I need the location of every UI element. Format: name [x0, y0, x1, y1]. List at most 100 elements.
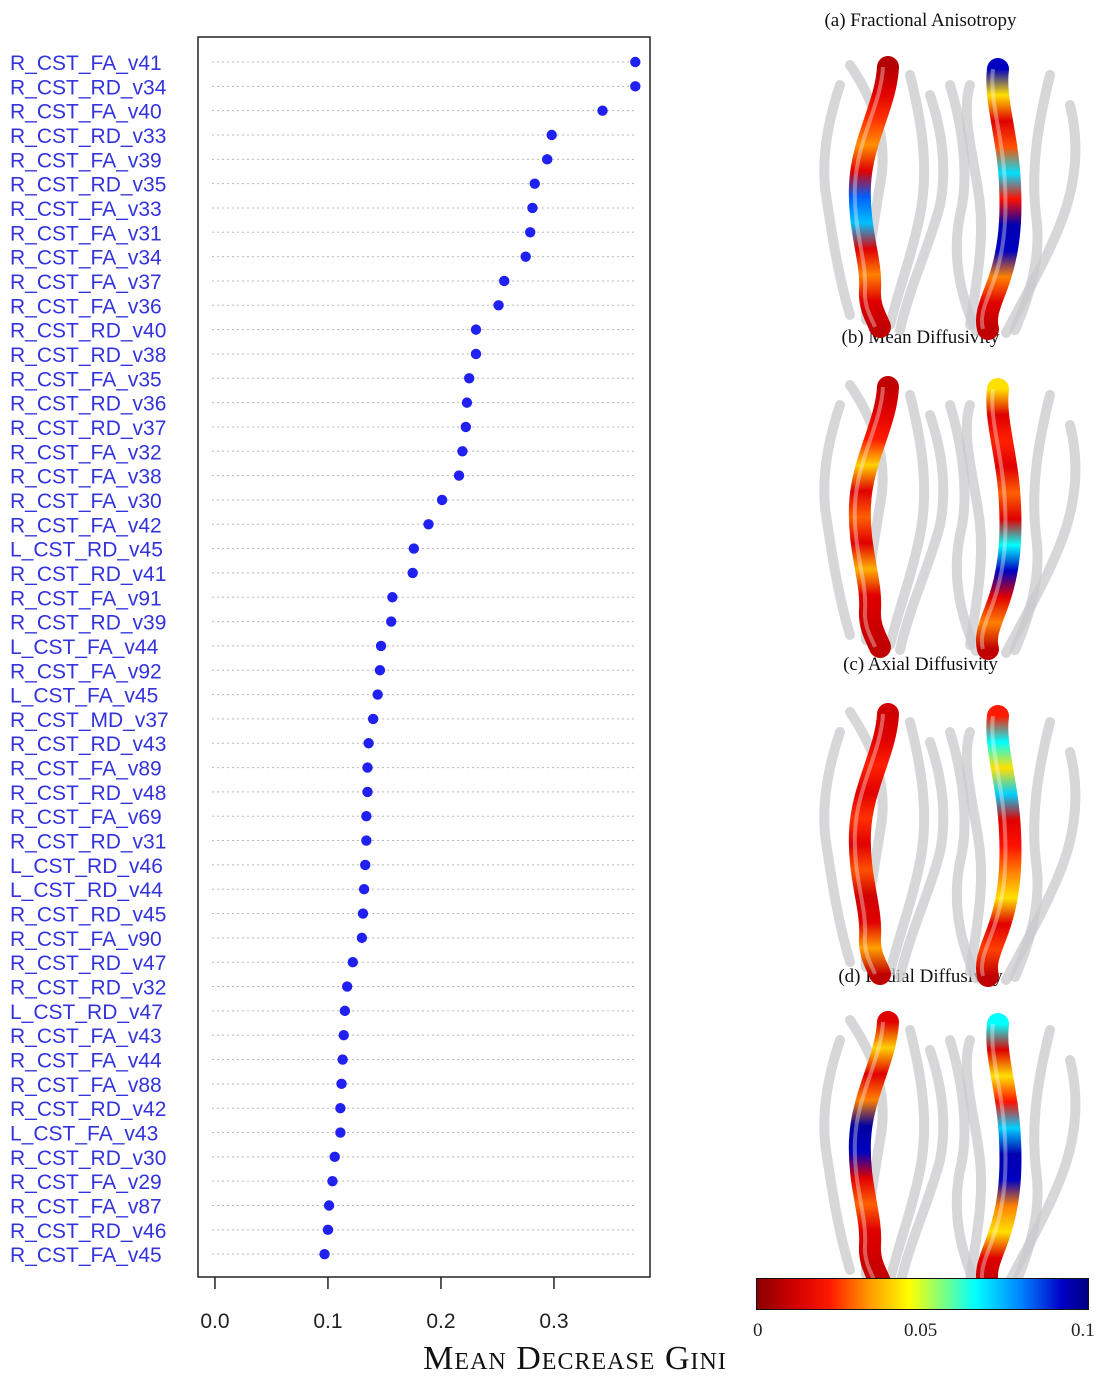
data-point — [630, 81, 641, 92]
data-point — [386, 616, 397, 627]
data-point — [470, 348, 482, 360]
data-point — [367, 713, 379, 725]
data-point — [546, 129, 557, 141]
category-label: R_CST_RD_v38 — [10, 344, 166, 367]
background-fiber — [1001, 420, 1081, 658]
data-point — [436, 494, 448, 506]
data-point — [341, 981, 353, 992]
category-label: R_CST_RD_v47 — [10, 952, 166, 975]
tract-figure — [819, 703, 1081, 987]
data-point — [525, 227, 536, 238]
tract-tube — [976, 1013, 1022, 1295]
category-label: R_CST_MD_v37 — [10, 709, 169, 732]
category-label: R_CST_RD_v42 — [10, 1098, 166, 1121]
data-point — [362, 786, 373, 798]
data-point — [319, 1248, 330, 1260]
data-point — [360, 859, 371, 871]
data-point — [374, 665, 386, 676]
data-point — [423, 519, 434, 530]
x-tick-label: 0.1 — [313, 1310, 342, 1333]
tract-highlight — [980, 388, 1008, 650]
category-label: R_CST_FA_v39 — [10, 149, 162, 172]
category-label: R_CST_FA_v30 — [10, 490, 162, 513]
category-label: R_CST_RD_v48 — [10, 782, 166, 805]
tract-highlight — [852, 713, 885, 975]
data-point — [407, 567, 418, 579]
category-label: R_CST_FA_v34 — [10, 247, 162, 270]
data-point — [347, 957, 359, 968]
x-axis-title: Mean Decrease Gini — [423, 1340, 727, 1377]
category-label: R_CST_FA_v31 — [10, 222, 162, 245]
tract-highlight — [980, 715, 1008, 977]
background-fiber — [1001, 1055, 1081, 1293]
category-label: R_CST_RD_v36 — [10, 393, 166, 416]
category-label: R_CST_RD_v40 — [10, 320, 166, 343]
category-label: R_CST_FA_v91 — [10, 587, 162, 610]
category-label: R_CST_FA_v38 — [10, 466, 162, 489]
background-fiber — [945, 80, 981, 336]
category-label: R_CST_RD_v34 — [10, 76, 167, 99]
tract-figure — [819, 376, 1081, 660]
tract-highlight — [852, 66, 885, 328]
data-point — [470, 324, 482, 335]
chart-rows: R_CST_FA_v41R_CST_RD_v34R_CST_FA_v40R_CS… — [10, 52, 641, 1267]
background-fiber — [819, 727, 855, 967]
tract-panels: (a) Fractional Anisotropy (b) Mean Diffu… — [740, 0, 1101, 1397]
category-label: R_CST_RD_v32 — [10, 977, 166, 1000]
background-fiber — [1001, 100, 1081, 338]
colorbar-tick-max: 0.1 — [1071, 1320, 1095, 1341]
category-label: R_CST_RD_v37 — [10, 417, 166, 440]
tract-tube — [976, 705, 1022, 987]
category-label: L_CST_FA_v44 — [10, 636, 159, 659]
background-fiber — [819, 400, 855, 640]
category-label: R_CST_RD_v46 — [10, 1220, 166, 1243]
data-point — [322, 1224, 334, 1236]
background-fiber — [885, 70, 930, 330]
category-label: R_CST_RD_v30 — [10, 1147, 166, 1170]
background-fiber — [895, 410, 949, 655]
background-fiber — [1001, 747, 1081, 985]
dotplot-chart: R_CST_FA_v41R_CST_RD_v34R_CST_FA_v40R_CS… — [10, 36, 651, 1333]
tract-tube — [848, 703, 899, 985]
category-label: R_CST_FA_v89 — [10, 758, 162, 781]
data-point — [520, 251, 531, 262]
category-label: L_CST_RD_v44 — [10, 879, 163, 902]
category-label: L_CST_RD_v46 — [10, 855, 163, 878]
background-fiber — [819, 1035, 855, 1275]
data-point — [464, 373, 475, 384]
tract-highlight — [852, 386, 885, 648]
category-label: R_CST_FA_v33 — [10, 198, 162, 221]
category-label: R_CST_FA_v37 — [10, 271, 162, 294]
tract-highlight — [852, 1021, 885, 1283]
data-point — [363, 738, 374, 749]
data-point — [362, 762, 373, 773]
data-point — [461, 397, 473, 408]
tract-figure — [819, 1011, 1081, 1295]
background-fiber — [961, 80, 987, 330]
category-label: L_CST_RD_v45 — [10, 539, 163, 562]
data-point — [457, 446, 468, 457]
background-fiber — [895, 737, 949, 982]
tract-tube — [848, 56, 899, 338]
colorbar-tick-mid: 0.05 — [904, 1320, 938, 1341]
background-fiber — [961, 1035, 987, 1285]
tract-highlight — [980, 1023, 1008, 1285]
background-fiber — [895, 1045, 949, 1290]
x-axis: 0.0 0.1 0.2 0.3 — [200, 1277, 569, 1333]
data-point — [329, 1151, 340, 1163]
category-label: L_CST_RD_v47 — [10, 1001, 163, 1024]
data-point — [361, 811, 372, 822]
tract-tube — [976, 58, 1022, 340]
tract-tube — [848, 376, 899, 658]
background-fiber — [961, 400, 987, 650]
category-label: R_CST_FA_v92 — [10, 660, 162, 683]
category-label: R_CST_RD_v39 — [10, 612, 166, 635]
background-fiber — [945, 727, 981, 983]
background-fiber — [885, 1025, 930, 1285]
x-tick-label: 0.3 — [539, 1310, 568, 1333]
data-point — [630, 56, 641, 68]
background-fiber — [885, 717, 930, 977]
data-point — [372, 689, 383, 700]
data-point — [323, 1200, 335, 1211]
background-fiber — [895, 90, 949, 335]
